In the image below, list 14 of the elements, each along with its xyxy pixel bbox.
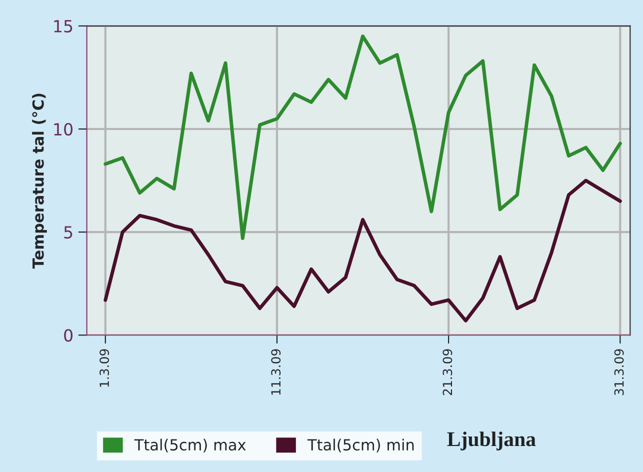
y-tick-label: 10 [54,122,73,136]
y-tick-label: 15 [54,20,72,33]
x-tick-label: 1.3.09 [100,349,110,387]
line-series [104,178,622,322]
y-tick-label: 5 [64,226,72,239]
y-axis-title: Temperature tal (°C) [32,94,47,269]
y-tick-label: 0 [64,329,73,342]
legend-label: Ttal(5cm) max [134,438,246,452]
x-tick-label: 21.3.09 [442,349,452,396]
text: Ljubljana [447,432,536,450]
x-tick-label: 11.3.09 [271,349,281,395]
legend-label: Ttal(5cm) min [307,438,414,452]
x-tick-label: 31.3.09 [614,349,624,396]
line-series [104,34,622,240]
